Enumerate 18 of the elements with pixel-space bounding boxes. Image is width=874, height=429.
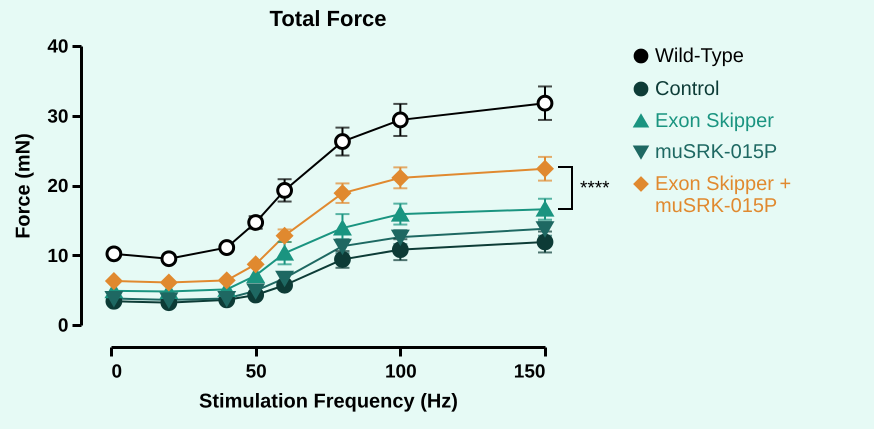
y-axis-title: Force (mN) — [12, 133, 34, 239]
legend-label: Control — [655, 78, 720, 100]
x-tick-label: 50 — [246, 362, 267, 382]
y-tick-label: 0 — [58, 316, 68, 336]
legend-label: Wild-Type — [655, 45, 744, 67]
chart-title: Total Force — [270, 6, 386, 31]
legend-label: muSRK-015P — [655, 141, 778, 163]
y-tick-label: 40 — [47, 36, 68, 58]
x-tick-label: 100 — [384, 362, 417, 382]
y-tick-label: 10 — [47, 246, 68, 267]
legend-label: Exon Skipper — [655, 110, 774, 132]
x-axis-title: Stimulation Frequency (Hz) — [199, 390, 458, 412]
y-tick-label: 20 — [47, 176, 68, 197]
x-tick-label: 0 — [112, 362, 122, 382]
text: **** — [580, 178, 610, 199]
legend-label: Exon Skipper + muSRK-015P — [655, 173, 792, 217]
y-tick-label: 30 — [47, 106, 68, 128]
x-tick-label: 150 — [514, 362, 546, 382]
